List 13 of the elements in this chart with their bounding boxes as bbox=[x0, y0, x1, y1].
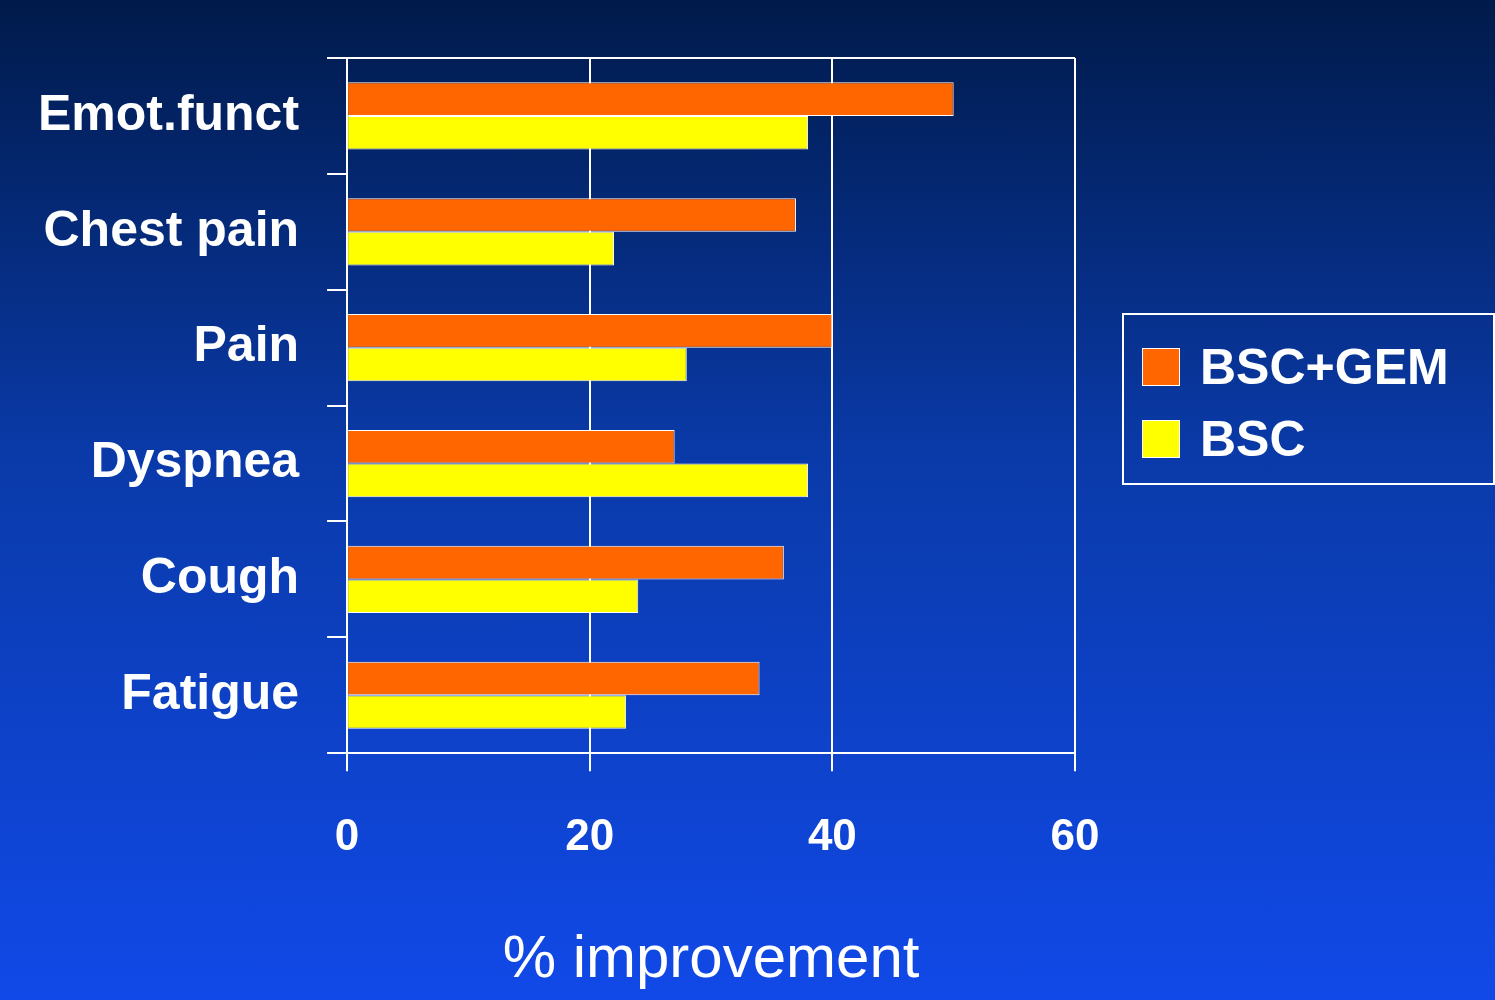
x-tick-label: 40 bbox=[807, 809, 857, 859]
legend-label: BSC bbox=[1200, 410, 1306, 468]
y-tick-label: Cough bbox=[140, 548, 300, 605]
x-tick-label: 20 bbox=[565, 809, 615, 859]
y-tick-label: Pain bbox=[193, 316, 300, 373]
y-tick-label: Dyspnea bbox=[90, 432, 301, 489]
y-tick-label: Fatigue bbox=[121, 664, 300, 721]
text: BSC+GEM bbox=[1200, 338, 1449, 396]
y-tick-label: Emot.funct bbox=[37, 84, 300, 141]
y-tick-label: Chest pain bbox=[43, 200, 300, 257]
x-tick-label: 0 bbox=[334, 809, 360, 859]
x-tick-label: 60 bbox=[1050, 809, 1100, 859]
x-axis-title: % improvement bbox=[502, 922, 920, 990]
